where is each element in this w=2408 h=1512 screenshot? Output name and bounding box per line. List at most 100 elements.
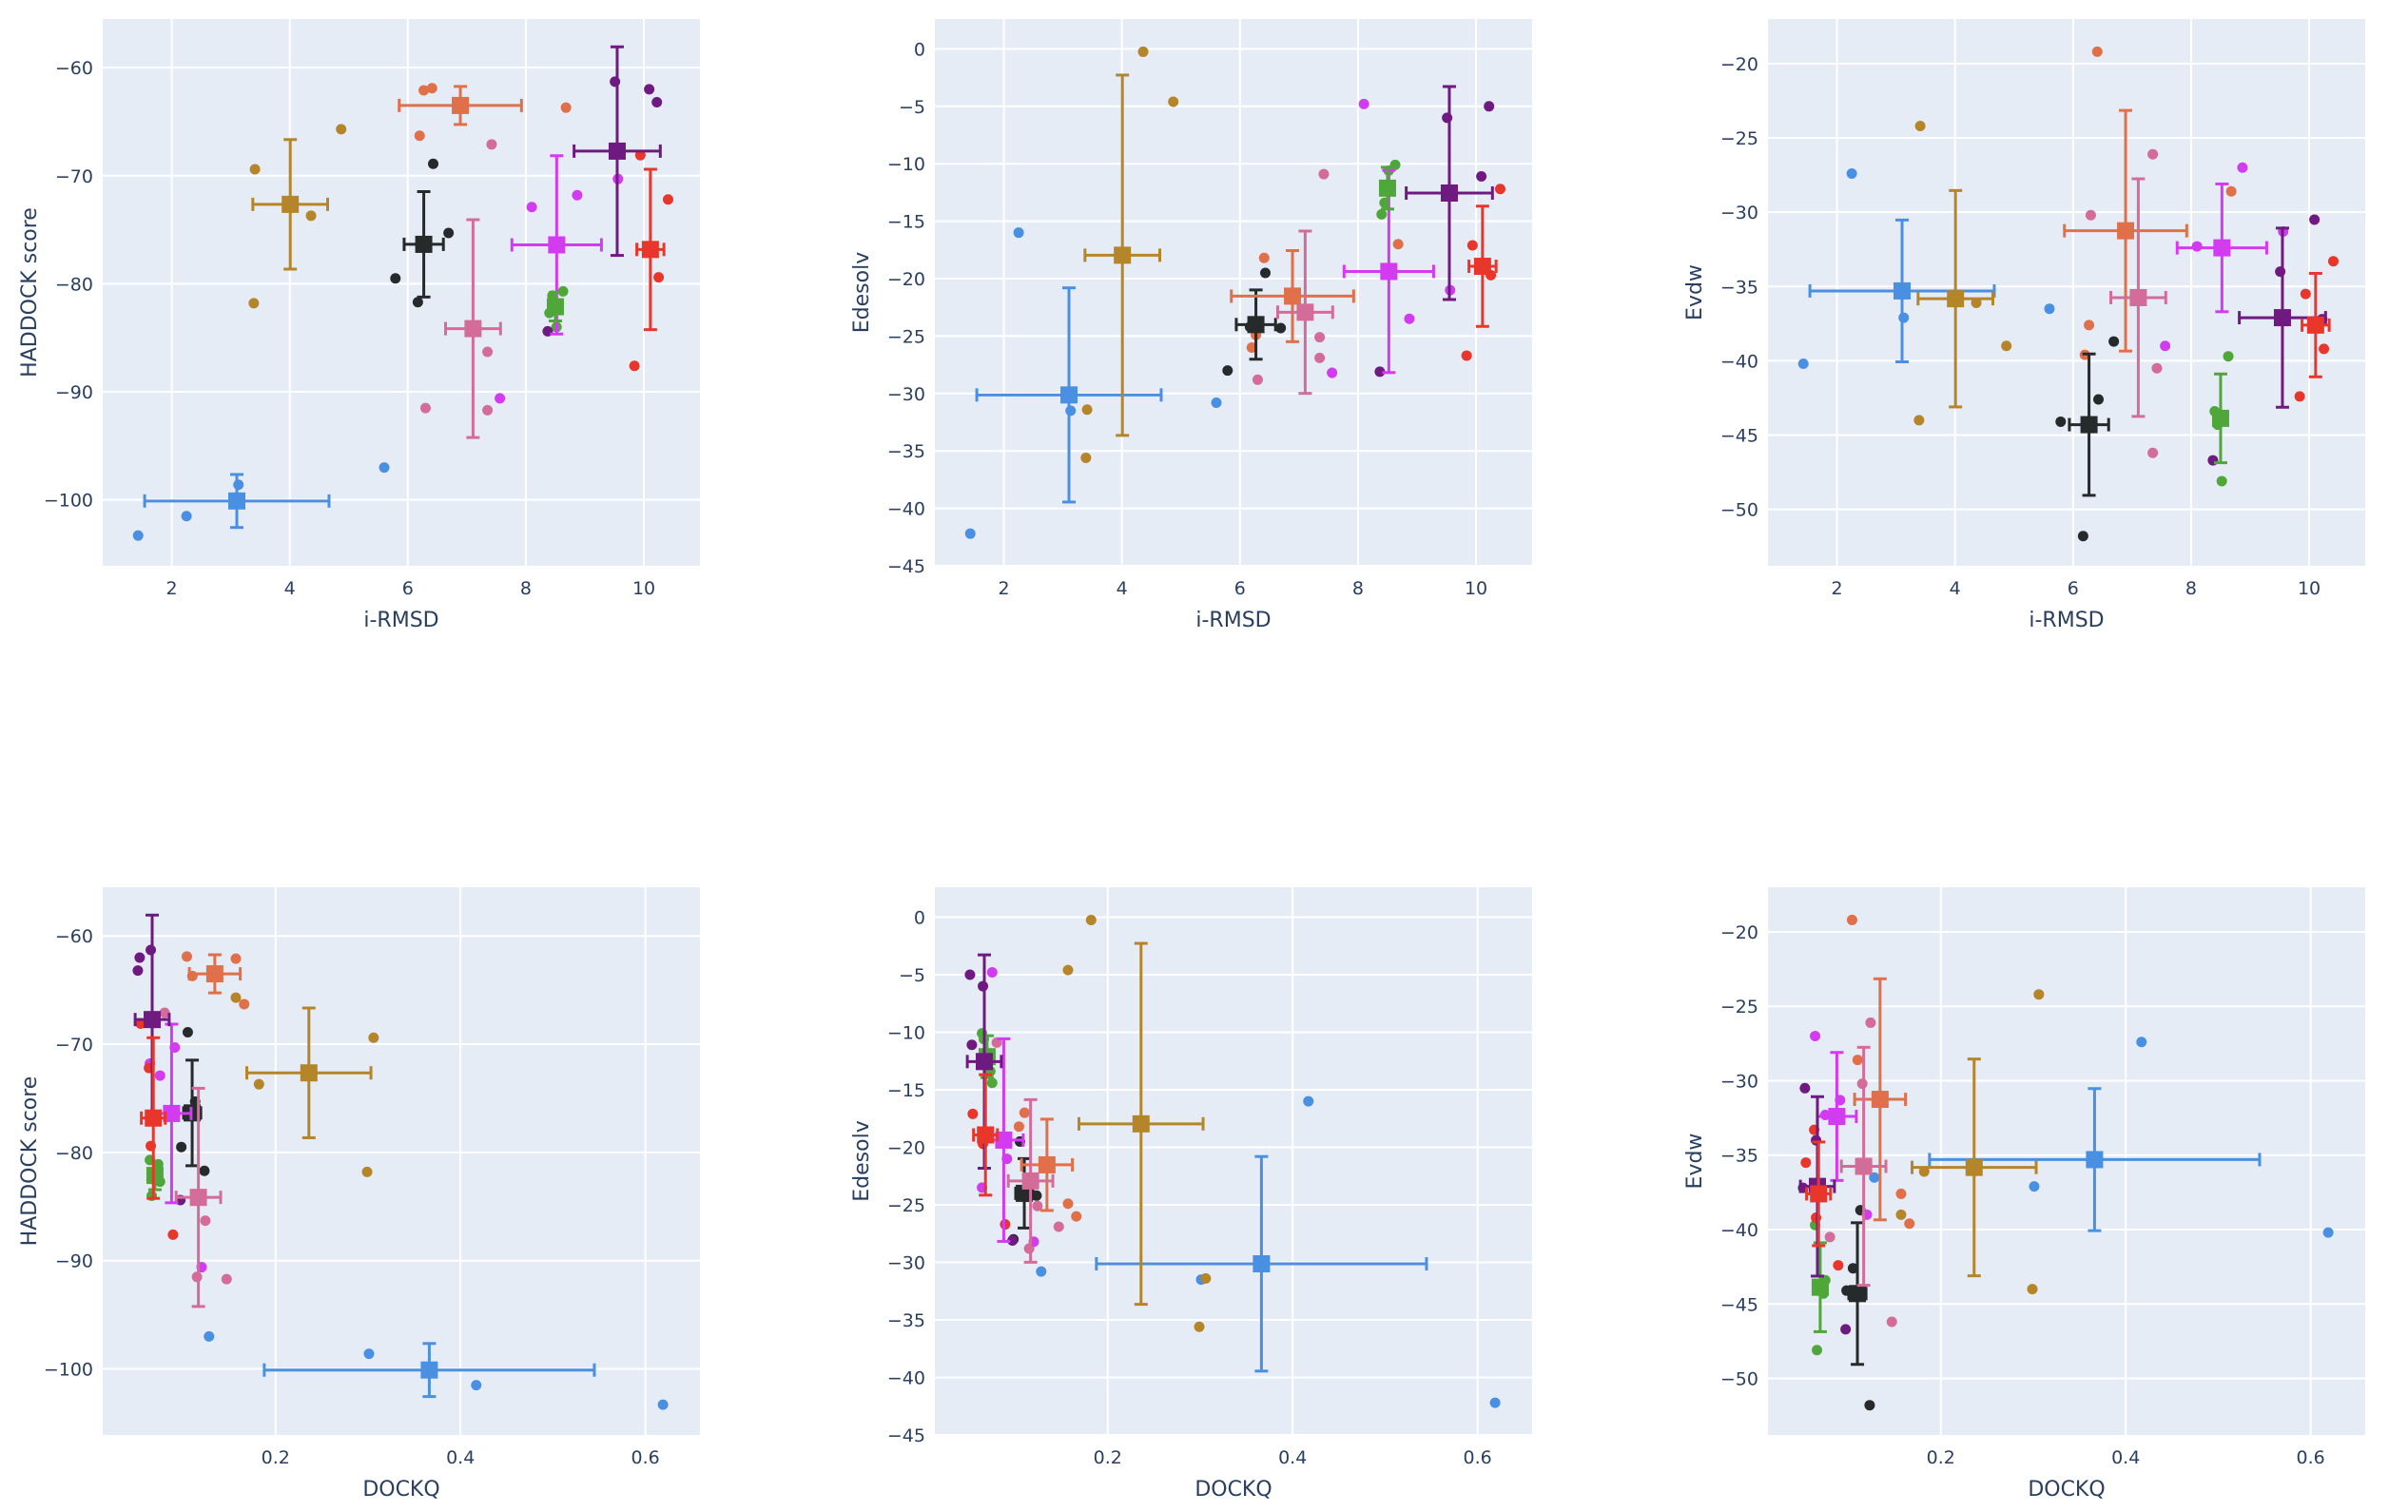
data-point-green — [2223, 351, 2234, 362]
y-tick-label: −60 — [55, 926, 93, 947]
data-point-magenta — [1327, 367, 1338, 378]
y-tick-label: −45 — [887, 1425, 925, 1446]
data-point-gold — [248, 298, 260, 309]
data-point-pink — [486, 139, 497, 150]
mean-marker-purple — [1440, 184, 1458, 203]
y-tick-label: −20 — [1720, 54, 1758, 75]
data-point-red — [167, 1229, 179, 1240]
mean-marker-magenta — [995, 1131, 1013, 1149]
mean-marker-magenta — [163, 1104, 181, 1122]
mean-marker-magenta — [1380, 262, 1398, 281]
data-point-orange — [1392, 239, 1404, 250]
data-point-gold — [1971, 297, 1982, 308]
data-point-pink — [2147, 148, 2159, 160]
x-tick-label: 0.4 — [1278, 1447, 1307, 1468]
panel-evdw-vs-irmsd: 2 4 6 8 10 −20 −25 −30 −35 −40 −45 −50 i-RMSD Evdw — [1683, 19, 2365, 632]
mean-marker-gold — [282, 195, 300, 213]
x-tick-label: 0.6 — [1464, 1447, 1492, 1468]
data-point-black — [182, 1027, 193, 1038]
data-point-orange — [1258, 252, 1270, 263]
data-point-red — [1833, 1260, 1844, 1271]
y-tick-label: −35 — [887, 441, 925, 462]
y-tick-label: −15 — [887, 1080, 925, 1101]
data-point-gold — [249, 164, 261, 175]
mean-marker-red — [977, 1126, 995, 1144]
y-tick-label: 0 — [914, 39, 925, 60]
data-point-gold — [368, 1032, 379, 1043]
data-point-blue — [181, 511, 192, 522]
data-point-gold — [1913, 415, 1925, 426]
data-point-pink — [1865, 1017, 1876, 1028]
data-point-blue — [471, 1380, 482, 1391]
data-point-blue — [132, 530, 144, 541]
data-point-orange — [1904, 1218, 1915, 1230]
data-point-orange — [239, 998, 250, 1010]
x-tick-label: 8 — [520, 578, 532, 599]
data-point-orange — [1071, 1211, 1082, 1222]
data-point-blue — [1898, 312, 1910, 323]
y-tick-label: −90 — [55, 382, 93, 403]
y-tick-label: −45 — [887, 556, 925, 577]
data-point-orange — [181, 951, 192, 962]
x-axis-title: i-RMSD — [2029, 609, 2104, 632]
data-point-pink — [482, 404, 494, 416]
data-point-pink — [1032, 1200, 1043, 1212]
mean-marker-orange — [1038, 1155, 1056, 1173]
data-point-green — [2216, 475, 2227, 487]
x-tick-label: 4 — [284, 578, 296, 599]
data-point-blue — [1846, 168, 1857, 179]
mean-marker-magenta — [548, 236, 566, 254]
mean-marker-gold — [1114, 246, 1132, 264]
data-point-black — [1260, 267, 1272, 279]
y-tick-label: −35 — [1720, 277, 1758, 298]
data-point-orange — [1062, 1198, 1074, 1210]
data-point-gold — [1085, 914, 1097, 925]
data-point-magenta — [986, 967, 998, 979]
data-point-red — [2327, 256, 2339, 267]
data-point-red — [653, 272, 665, 283]
y-tick-label: 0 — [914, 907, 925, 928]
x-tick-label: 0.6 — [2297, 1447, 2325, 1468]
data-point-blue — [1489, 1397, 1501, 1408]
data-point-pink — [159, 1007, 170, 1018]
data-point-magenta — [1358, 98, 1369, 109]
data-point-orange — [1895, 1188, 1907, 1199]
y-tick-label: −30 — [887, 1252, 925, 1273]
data-point-gold — [2027, 1284, 2038, 1295]
mean-marker-red — [1810, 1185, 1828, 1203]
y-tick-label: −45 — [1720, 426, 1758, 447]
mean-marker-magenta — [1828, 1108, 1846, 1126]
x-tick-label: 0.2 — [1094, 1447, 1122, 1468]
mean-marker-pink — [1021, 1172, 1039, 1190]
y-tick-label: −100 — [44, 491, 93, 512]
data-point-orange — [1019, 1107, 1030, 1118]
data-point-black — [2108, 336, 2120, 347]
data-point-blue — [1036, 1266, 1047, 1277]
panel-haddock-vs-irmsd: 2 4 6 8 10 −60 −70 −80 −90 −100 i-RMSD HADDOCK scor… — [18, 19, 700, 632]
data-point-red — [2300, 288, 2311, 300]
data-point-red — [2294, 391, 2305, 402]
y-tick-label: −100 — [44, 1360, 93, 1381]
y-tick-label: −10 — [887, 154, 925, 175]
y-tick-label: −50 — [1720, 500, 1758, 521]
mean-marker-orange — [1871, 1091, 1889, 1109]
data-point-black — [2093, 394, 2105, 405]
data-point-magenta — [2160, 340, 2171, 352]
y-tick-label: −20 — [887, 269, 925, 290]
data-point-gold — [253, 1078, 264, 1090]
y-tick-label: −30 — [887, 384, 925, 405]
y-tick-label: −25 — [1720, 128, 1758, 149]
y-tick-label: −70 — [55, 1035, 93, 1056]
plot-area — [935, 19, 1532, 566]
mean-marker-black — [1247, 316, 1265, 334]
data-point-purple — [2275, 266, 2286, 278]
mean-marker-green — [146, 1167, 164, 1185]
panel-edesolv-vs-dockq: 0.2 0.4 0.6 0 −5 −10 −15 −20 −25 −30 −35 −40 −45 DOCK… — [850, 887, 1532, 1502]
data-point-gold — [1062, 964, 1074, 976]
data-point-orange — [560, 102, 572, 113]
mean-marker-magenta — [2213, 239, 2231, 257]
data-point-orange — [2225, 185, 2237, 197]
data-point-black — [199, 1165, 210, 1176]
mean-marker-purple — [144, 1011, 162, 1029]
mean-marker-blue — [1893, 281, 1912, 300]
